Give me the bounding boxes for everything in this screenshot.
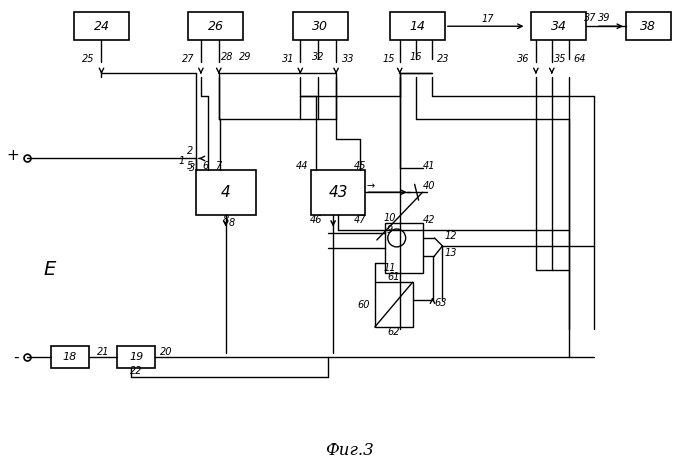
Text: 63: 63 bbox=[435, 297, 447, 308]
Bar bbox=[311, 170, 366, 215]
Text: 47: 47 bbox=[354, 214, 367, 225]
Bar bbox=[196, 170, 256, 215]
Text: 18: 18 bbox=[62, 352, 77, 362]
Text: 39: 39 bbox=[598, 13, 610, 23]
Text: 60: 60 bbox=[357, 299, 370, 310]
Text: 43: 43 bbox=[329, 185, 348, 200]
Text: 45: 45 bbox=[354, 161, 367, 171]
Text: 3: 3 bbox=[189, 163, 195, 173]
Text: →: → bbox=[366, 181, 375, 191]
Text: 10: 10 bbox=[384, 213, 396, 223]
Text: 15: 15 bbox=[382, 54, 395, 64]
Text: 11: 11 bbox=[384, 263, 396, 273]
Text: 14: 14 bbox=[410, 20, 426, 33]
Text: 22: 22 bbox=[130, 366, 143, 376]
Bar bbox=[626, 12, 670, 40]
Text: 25: 25 bbox=[82, 54, 94, 64]
Text: 1: 1 bbox=[179, 156, 185, 166]
Text: 7: 7 bbox=[215, 161, 221, 171]
Text: 19: 19 bbox=[129, 352, 143, 362]
Text: 36: 36 bbox=[517, 54, 530, 64]
Text: +: + bbox=[6, 148, 19, 163]
Text: 6: 6 bbox=[203, 161, 209, 171]
Text: 12: 12 bbox=[445, 231, 457, 241]
Bar bbox=[189, 12, 243, 40]
Text: 34: 34 bbox=[551, 20, 567, 33]
Text: 32: 32 bbox=[312, 52, 324, 62]
Bar bbox=[375, 282, 412, 327]
Text: 8: 8 bbox=[222, 214, 229, 225]
Text: 13: 13 bbox=[445, 248, 457, 258]
Text: 20: 20 bbox=[160, 347, 173, 357]
Bar bbox=[293, 12, 347, 40]
Bar bbox=[384, 223, 423, 273]
Text: 62: 62 bbox=[387, 327, 400, 337]
Bar bbox=[117, 347, 155, 368]
Bar bbox=[74, 12, 129, 40]
Text: 31: 31 bbox=[282, 54, 294, 64]
Text: 64: 64 bbox=[574, 54, 586, 64]
Text: 24: 24 bbox=[94, 20, 110, 33]
Text: Фиг.3: Фиг.3 bbox=[324, 442, 373, 459]
Text: 5: 5 bbox=[187, 161, 193, 171]
Text: 9: 9 bbox=[387, 225, 393, 235]
Text: E: E bbox=[44, 260, 56, 279]
Text: 2: 2 bbox=[187, 147, 193, 156]
Text: 61: 61 bbox=[387, 272, 400, 282]
Text: 23: 23 bbox=[436, 54, 449, 64]
Text: 46: 46 bbox=[310, 214, 322, 225]
Text: 21: 21 bbox=[96, 347, 109, 357]
Bar bbox=[51, 347, 89, 368]
Text: 37: 37 bbox=[584, 13, 596, 23]
Text: 40: 40 bbox=[423, 181, 435, 191]
Text: 30: 30 bbox=[312, 20, 328, 33]
Text: 8: 8 bbox=[229, 218, 235, 227]
Text: 38: 38 bbox=[640, 20, 656, 33]
Text: 27: 27 bbox=[182, 54, 195, 64]
Bar bbox=[531, 12, 586, 40]
Text: 28: 28 bbox=[221, 52, 233, 62]
Text: 16: 16 bbox=[410, 52, 422, 62]
Text: 41: 41 bbox=[423, 161, 435, 171]
Text: 33: 33 bbox=[342, 54, 354, 64]
Text: 35: 35 bbox=[554, 54, 566, 64]
Text: 44: 44 bbox=[296, 161, 309, 171]
Text: 26: 26 bbox=[208, 20, 224, 33]
Text: 29: 29 bbox=[238, 52, 251, 62]
Text: -: - bbox=[13, 350, 19, 365]
Text: 4: 4 bbox=[221, 185, 231, 200]
Text: 17: 17 bbox=[482, 14, 494, 24]
Text: 42: 42 bbox=[423, 214, 435, 225]
Bar bbox=[390, 12, 445, 40]
